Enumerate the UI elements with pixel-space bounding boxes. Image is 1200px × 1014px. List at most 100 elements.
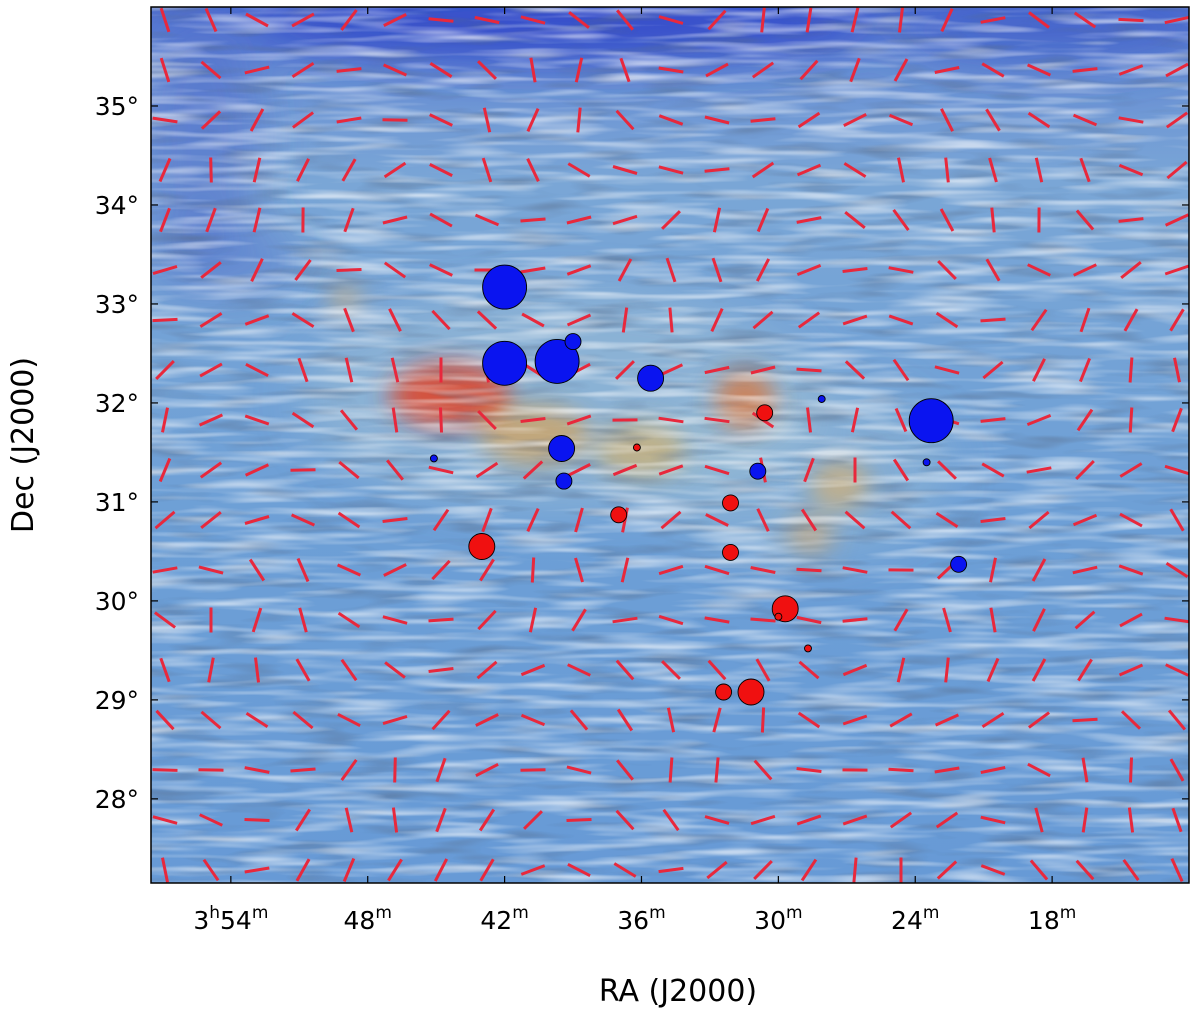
- vector-bar-64: [985, 108, 1001, 132]
- vector-bar-182: [1128, 357, 1134, 383]
- vector-bar-147: [566, 313, 592, 327]
- vector-bar-50: [336, 116, 362, 124]
- vector-bar-364: [1027, 762, 1051, 778]
- vector-bar-298: [1164, 616, 1189, 624]
- vector-bar-300: [207, 657, 215, 683]
- vector-bar-34: [658, 66, 684, 74]
- vector-bar-110: [990, 207, 996, 233]
- vector-bar-96: [343, 207, 355, 233]
- polarization-vectors: [152, 7, 1189, 883]
- vector-bar-40: [934, 66, 960, 74]
- vector-bar-272: [1031, 558, 1047, 582]
- vector-bar-4: [340, 9, 358, 31]
- plot-frame: [150, 6, 1190, 884]
- vector-bar-279: [298, 607, 308, 633]
- vector-bar-304: [384, 661, 406, 679]
- vector-bar-103: [661, 210, 681, 230]
- vector-bar-320: [1118, 663, 1144, 677]
- vector-bar-87: [988, 157, 998, 183]
- vector-bar-339: [934, 713, 960, 727]
- vector-bar-331: [569, 709, 589, 731]
- vector-bar-283: [477, 609, 497, 631]
- vector-bar-188: [339, 409, 359, 431]
- vector-bar-178: [934, 365, 960, 375]
- y-tick-label-3: 31°: [95, 488, 139, 517]
- vector-bar-46: [152, 116, 178, 124]
- vector-bar-229: [1164, 464, 1189, 476]
- vector-bar-68: [1165, 111, 1189, 129]
- vector-bar-366: [1129, 757, 1133, 783]
- vector-bar-93: [205, 207, 217, 233]
- vector-bar-89: [1079, 157, 1091, 183]
- vector-bar-273: [1072, 565, 1098, 575]
- vector-bar-24: [200, 60, 222, 80]
- vector-bar-260: [479, 558, 495, 582]
- vector-bar-104: [712, 207, 722, 233]
- vector-bar-330: [520, 713, 546, 727]
- vector-bar-156: [980, 317, 1006, 323]
- vector-bar-307: [520, 663, 546, 677]
- vector-bar-372: [344, 807, 354, 833]
- vector-bar-275: [1165, 561, 1189, 579]
- vector-bar-60: [797, 111, 821, 129]
- vector-bar-75: [429, 163, 453, 177]
- vector-bar-362: [934, 766, 960, 774]
- vector-bar-370: [244, 818, 270, 822]
- vector-bar-127: [711, 257, 723, 283]
- vector-bar-343: [1120, 710, 1142, 730]
- vector-bar-114: [1164, 213, 1189, 227]
- vector-bar-378: [615, 809, 635, 831]
- vector-bar-342: [1072, 717, 1098, 723]
- vector-bar-116: [200, 261, 222, 279]
- vector-bar-118: [294, 259, 312, 281]
- vector-bar-387: [1034, 807, 1044, 833]
- vector-bar-112: [1075, 209, 1095, 231]
- vector-bar-268: [842, 566, 868, 574]
- vector-bar-241: [660, 510, 682, 530]
- vector-bar-357: [714, 757, 720, 783]
- vector-bar-33: [619, 57, 631, 83]
- vector-bar-386: [980, 815, 1006, 825]
- y-tick-label-0: 28°: [95, 785, 139, 814]
- vector-bar-200: [894, 407, 908, 433]
- vector-bar-334: [712, 707, 722, 733]
- vector-bar-358: [753, 759, 773, 781]
- vector-bar-395: [342, 857, 356, 883]
- vector-bar-43: [1072, 67, 1098, 73]
- blue-point-1: [482, 340, 528, 386]
- vector-bar-121: [429, 263, 453, 277]
- vector-bar-11: [658, 15, 684, 25]
- red-point-2: [722, 494, 739, 512]
- plot-area: [151, 7, 1189, 883]
- y-tick-label-1: 29°: [95, 686, 139, 715]
- red-point-0: [756, 404, 774, 422]
- vector-bar-207: [158, 457, 172, 483]
- vector-bar-276: [154, 611, 176, 629]
- vector-bar-252: [1169, 508, 1185, 532]
- vector-bar-411: [1075, 859, 1095, 881]
- vector-bar-202: [980, 417, 1006, 423]
- vector-bar-115: [152, 264, 178, 276]
- vector-bar-132: [937, 260, 957, 280]
- y-tick-label-7: 35°: [95, 92, 139, 121]
- vector-bar-29: [429, 62, 453, 78]
- vector-bar-196: [704, 416, 730, 424]
- vector-bar-72: [296, 158, 310, 182]
- vector-bar-303: [340, 658, 358, 682]
- vector-bar-306: [476, 660, 498, 680]
- vector-bar-22: [1164, 15, 1189, 25]
- vector-bar-264: [658, 564, 684, 576]
- vector-bar-123: [520, 266, 546, 274]
- vector-bar-392: [202, 858, 220, 882]
- vector-bar-319: [1077, 658, 1093, 682]
- x-tick-label-0: 3h54m: [193, 903, 268, 935]
- vector-bar-81: [704, 167, 730, 173]
- vector-bar-256: [296, 557, 310, 583]
- vector-bar-165: [344, 357, 354, 383]
- vector-bar-226: [1026, 466, 1052, 474]
- vector-bar-296: [1074, 610, 1096, 630]
- vector-bar-351: [435, 757, 447, 783]
- vector-bar-185: [198, 413, 224, 427]
- vector-bar-209: [244, 463, 270, 477]
